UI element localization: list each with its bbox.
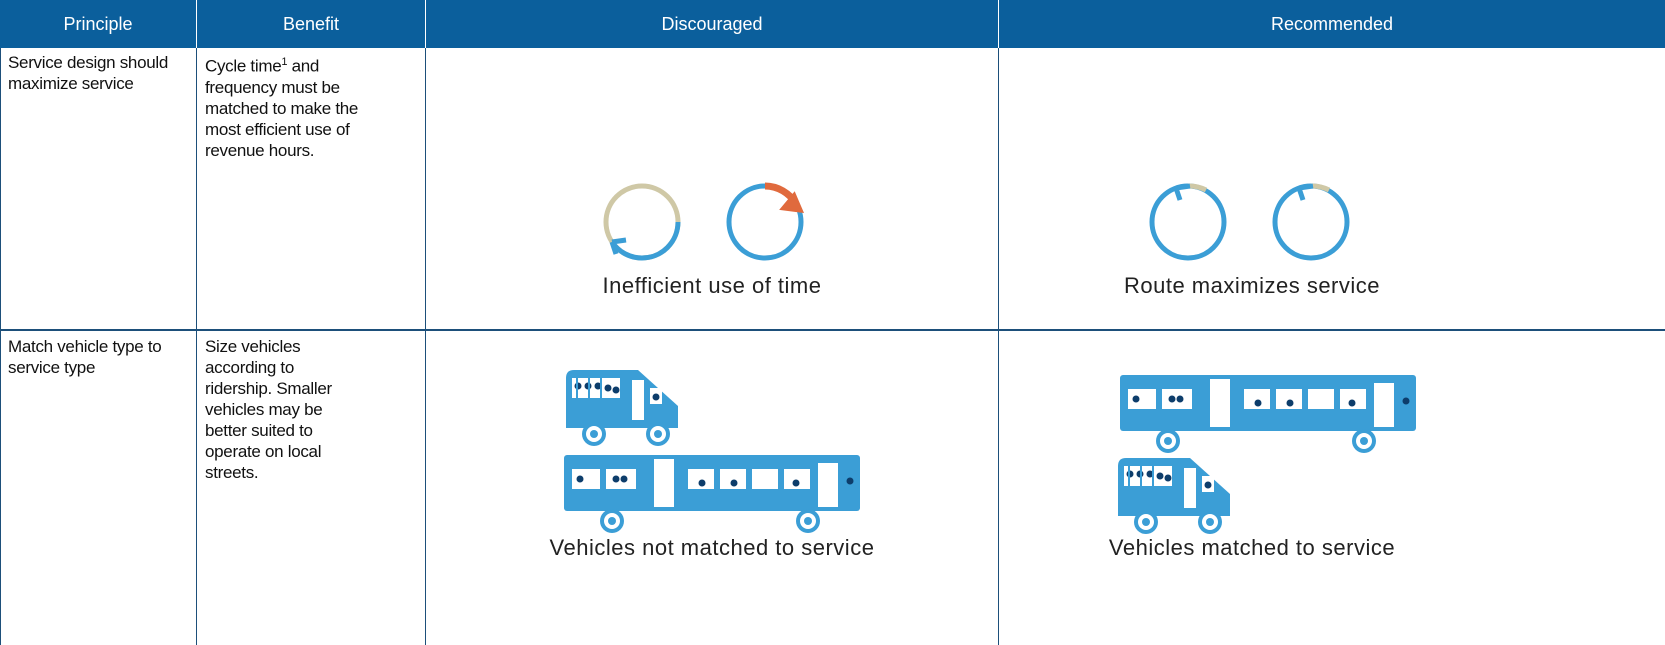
benefit: Cycle time1 and frequency must be matche… bbox=[197, 48, 377, 165]
principle: Service design should maximize service bbox=[8, 53, 169, 93]
benefit-text: Cycle time bbox=[205, 56, 282, 76]
rule bbox=[0, 329, 1665, 331]
footnote-ref: 1 bbox=[281, 56, 288, 68]
header-cell: Benefit bbox=[197, 0, 425, 48]
header-cell: Recommended bbox=[999, 0, 1665, 48]
bus-icon bbox=[564, 455, 860, 533]
cycle-icon bbox=[1149, 183, 1350, 261]
caption: Route maximizes service bbox=[1124, 273, 1380, 298]
cycle-icon bbox=[603, 182, 805, 261]
caption: Inefficient use of time bbox=[603, 273, 822, 298]
caption: Vehicles not matched to service bbox=[550, 535, 875, 560]
rule bbox=[196, 48, 197, 645]
rule bbox=[0, 48, 1, 645]
principle: Match vehicle type to service type bbox=[8, 337, 162, 377]
benefit: Size vehicles according to ridership. Sm… bbox=[197, 332, 367, 487]
rule bbox=[998, 48, 999, 645]
benefit-text: and frequency must be matched to make th… bbox=[205, 56, 359, 160]
caption: Vehicles matched to service bbox=[1109, 535, 1395, 560]
bus-icon bbox=[1118, 458, 1230, 534]
header-cell: Principle bbox=[0, 0, 196, 48]
benefit-text: Size vehicles according to ridership. Sm… bbox=[205, 337, 332, 482]
bus-icon bbox=[1120, 375, 1416, 453]
header-cell: Discouraged bbox=[426, 0, 998, 48]
rule bbox=[425, 48, 426, 645]
bus-icon bbox=[566, 370, 678, 446]
